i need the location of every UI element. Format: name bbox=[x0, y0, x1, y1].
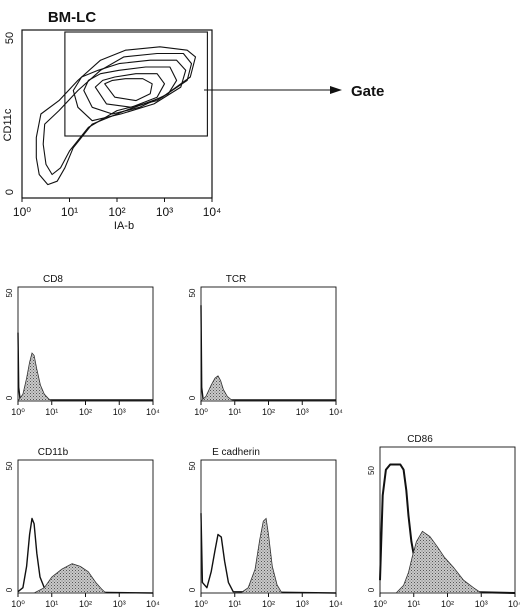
histogram-cd11b-ytick-label-0: 0 bbox=[5, 587, 14, 592]
histogram-cd86-ytick-label-1: 50 bbox=[367, 466, 376, 475]
histogram-e-cadherin-xtick-label-3: 10³ bbox=[296, 599, 309, 609]
histogram-tcr-xtick-label-4: 10⁴ bbox=[329, 407, 343, 417]
histogram-tcr-title: TCR bbox=[226, 274, 247, 285]
contour-gate-label: Gate bbox=[351, 83, 384, 100]
histogram-tcr-xtick-label-1: 10¹ bbox=[228, 407, 241, 417]
contour-gate-rectangle bbox=[64, 31, 208, 137]
contour-xtick-label-0: 10⁰ bbox=[13, 205, 31, 219]
histogram-cd8-ytick-label-0: 0 bbox=[5, 395, 14, 400]
histogram-cd8-title: CD8 bbox=[43, 274, 63, 285]
histogram-cd86-xtick-label-0: 10⁰ bbox=[373, 599, 387, 609]
histogram-cd86-ytick-label-0: 0 bbox=[367, 587, 376, 592]
contour-contour-level-6 bbox=[104, 78, 153, 102]
contour-xlabel: IA-b bbox=[114, 220, 134, 232]
contour-xtick-label-4: 10⁴ bbox=[203, 205, 222, 219]
histogram-cd8-xtick-label-1: 10¹ bbox=[45, 407, 58, 417]
contour-gate-arrow-head bbox=[330, 86, 342, 94]
histogram-tcr-stained-histogram bbox=[199, 375, 235, 402]
histogram-tcr-xtick-label-2: 10² bbox=[262, 407, 275, 417]
histogram-e-cadherin-xtick-label-0: 10⁰ bbox=[194, 599, 208, 609]
histogram-cd86-xtick-label-2: 10² bbox=[441, 599, 454, 609]
histogram-cd8-stained-histogram bbox=[17, 352, 54, 402]
histogram-cd86-stained-histogram bbox=[395, 530, 483, 594]
histogram-cd86-xtick-label-4: 10⁴ bbox=[508, 599, 520, 609]
histogram-cd8-xtick-label-0: 10⁰ bbox=[11, 407, 25, 417]
histogram-cd8-xtick-label-3: 10³ bbox=[113, 407, 126, 417]
histogram-e-cadherin-xtick-label-2: 10² bbox=[262, 599, 275, 609]
histogram-e-cadherin-xtick-label-4: 10⁴ bbox=[329, 599, 343, 609]
histogram-cd86-xtick-label-3: 10³ bbox=[475, 599, 488, 609]
histogram-tcr-ytick-label-0: 0 bbox=[188, 395, 197, 400]
histogram-tcr-xtick-label-3: 10³ bbox=[296, 407, 309, 417]
histogram-e-cadherin-ytick-label-0: 0 bbox=[188, 587, 197, 592]
histogram-cd11b-title: CD11b bbox=[38, 447, 69, 458]
histogram-cd11b-ytick-label-1: 50 bbox=[5, 461, 14, 470]
histogram-cd8-ytick-label-1: 50 bbox=[5, 288, 14, 297]
histogram-cd11b-xtick-label-0: 10⁰ bbox=[11, 599, 25, 609]
contour-contour-level-3 bbox=[72, 59, 187, 122]
histogram-cd8-xtick-label-4: 10⁴ bbox=[146, 407, 160, 417]
contour-contour-level-5 bbox=[94, 73, 166, 108]
contour-ylabel: CD11c bbox=[2, 108, 14, 141]
contour-contour-level-2 bbox=[42, 52, 193, 176]
histogram-cd86-title: CD86 bbox=[407, 434, 433, 445]
histogram-cd86-xtick-label-1: 10¹ bbox=[407, 599, 420, 609]
histogram-tcr-xtick-label-0: 10⁰ bbox=[194, 407, 208, 417]
contour-ytick-label-1: 50 bbox=[4, 32, 16, 44]
histogram-tcr-ytick-label-1: 50 bbox=[188, 288, 197, 297]
histogram-cd11b-xtick-label-4: 10⁴ bbox=[146, 599, 160, 609]
contour-ytick-label-0: 0 bbox=[4, 189, 16, 195]
histogram-e-cadherin-ytick-label-1: 50 bbox=[188, 461, 197, 470]
contour-xtick-label-2: 10² bbox=[108, 205, 125, 219]
contour-contour-level-4 bbox=[83, 66, 178, 115]
histogram-e-cadherin-xtick-label-1: 10¹ bbox=[228, 599, 241, 609]
contour-title: BM-LC bbox=[48, 9, 96, 26]
histogram-cd11b-stained-histogram bbox=[33, 563, 107, 594]
histogram-cd11b-xtick-label-3: 10³ bbox=[113, 599, 126, 609]
histogram-e-cadherin-control-histogram bbox=[200, 513, 337, 594]
contour-xtick-label-3: 10³ bbox=[156, 205, 173, 219]
histogram-e-cadherin-stained-histogram bbox=[239, 517, 283, 594]
contour-xtick-label-1: 10¹ bbox=[61, 205, 78, 219]
histogram-cd11b-xtick-label-2: 10² bbox=[79, 599, 92, 609]
histogram-cd11b-xtick-label-1: 10¹ bbox=[45, 599, 58, 609]
histogram-cd8-xtick-label-2: 10² bbox=[79, 407, 92, 417]
histogram-e-cadherin-title: E cadherin bbox=[212, 447, 260, 458]
